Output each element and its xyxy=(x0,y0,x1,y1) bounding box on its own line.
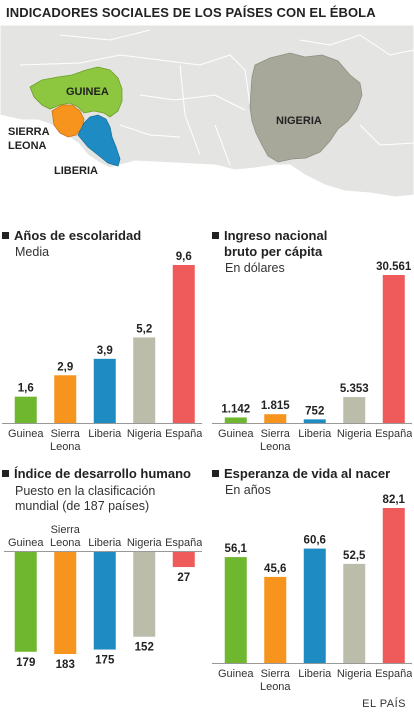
bar xyxy=(93,552,116,650)
bar xyxy=(303,419,326,423)
bar xyxy=(172,265,195,423)
panel-years-schooling: Años de escolaridad Media 1,6 Guinea 2,9 Si… xyxy=(2,228,202,453)
value-label: 3,9 xyxy=(97,345,113,357)
panel-hdi: Índice de desarrollo humano Puesto en la… xyxy=(2,466,202,681)
value-label: 60,6 xyxy=(304,535,326,547)
panel-subtitle: En años xyxy=(225,483,271,497)
bar xyxy=(343,563,366,663)
category-label: Nigeria xyxy=(127,428,163,440)
category-label: Guinea xyxy=(218,428,254,440)
map-guinea xyxy=(29,66,123,118)
value-label: 2,9 xyxy=(57,361,73,373)
panel-title: Esperanza de vida al nacer xyxy=(212,466,390,482)
bullet-square-icon xyxy=(2,470,9,477)
bar xyxy=(14,396,37,423)
category-label: Nigeria xyxy=(337,428,373,440)
panel-title: Ingreso nacional bruto per cápita xyxy=(212,228,327,260)
chart-hdi: Guinea 179 Sierra Leona 183 Liberia 175 Nigeria… xyxy=(4,524,202,671)
panel-subtitle: En dólares xyxy=(225,261,285,275)
value-label: 183 xyxy=(56,659,75,671)
bar xyxy=(172,552,195,568)
value-label: 30.561 xyxy=(376,261,412,273)
category-label: Sierra Leona xyxy=(260,668,291,691)
category-label: España xyxy=(165,537,202,549)
bar xyxy=(264,576,287,663)
map-label-sierra-leona: SIERRA LEONA xyxy=(8,126,52,152)
value-label: 179 xyxy=(16,657,35,669)
bar xyxy=(133,337,156,423)
bar xyxy=(303,548,326,663)
map-nigeria xyxy=(249,52,363,163)
category-label: Liberia xyxy=(298,428,332,440)
map-borders xyxy=(19,29,414,166)
category-label: España xyxy=(375,428,412,440)
value-label: 752 xyxy=(305,405,324,417)
bullet-square-icon xyxy=(2,232,9,239)
panel-life-expectancy: Esperanza de vida al nacer En años 56,1 G… xyxy=(212,466,412,691)
category-label: Sierra Leona xyxy=(50,524,81,549)
value-label: 1.815 xyxy=(261,400,290,412)
chart-gni: 1.142 Guinea 1.815 Sierra Leona 752 Liberia 5.3… xyxy=(212,261,412,453)
panel-gni: Ingreso nacional bruto per cápita En dóla… xyxy=(212,228,412,453)
panel-title: Años de escolaridad xyxy=(2,228,141,244)
category-label: Guinea xyxy=(8,537,44,549)
category-label: Sierra Leona xyxy=(50,428,81,453)
map-label-guinea: GUINEA xyxy=(66,86,109,98)
chart-life-expectancy: 56,1 Guinea 45,6 Sierra Leona 60,6 Liberia 52,5… xyxy=(212,494,412,691)
map-label-nigeria: NIGERIA xyxy=(276,115,322,127)
map-liberia xyxy=(77,114,121,167)
bar xyxy=(14,552,37,652)
value-label: 1,6 xyxy=(18,383,34,395)
value-label: 45,6 xyxy=(264,563,286,575)
value-label: 5.353 xyxy=(340,383,369,395)
value-label: 27 xyxy=(177,572,190,584)
category-label: Liberia xyxy=(298,668,332,680)
value-label: 9,6 xyxy=(176,251,192,263)
value-label: 5,2 xyxy=(136,323,152,335)
panel-title: Índice de desarrollo humano xyxy=(2,466,191,482)
panel-subtitle: Media xyxy=(15,245,50,259)
bar xyxy=(54,375,77,423)
bar xyxy=(343,397,366,423)
bar xyxy=(93,358,116,423)
category-label: España xyxy=(375,668,412,680)
value-label: 82,1 xyxy=(383,494,406,506)
category-label: Nigeria xyxy=(127,537,163,549)
category-label: Liberia xyxy=(88,428,122,440)
bullet-square-icon xyxy=(212,470,219,477)
category-label: Nigeria xyxy=(337,668,373,680)
bar xyxy=(224,557,247,663)
bar xyxy=(382,508,405,663)
value-label: 175 xyxy=(95,655,115,667)
west-africa-map: GUINEA SIERRA LEONA LIBERIA NIGERIA xyxy=(0,25,414,210)
category-label: Guinea xyxy=(218,668,254,680)
page-title: INDICADORES SOCIALES DE LOS PAÍSES CON E… xyxy=(6,5,376,20)
source-credit: EL PAÍS xyxy=(362,698,406,710)
bar xyxy=(54,552,77,654)
panel-subtitle: Puesto en la clasificación mundial (de 18… xyxy=(15,484,156,513)
category-label: Liberia xyxy=(88,537,122,549)
map-label-liberia: LIBERIA xyxy=(54,165,98,177)
value-label: 1.142 xyxy=(221,403,250,415)
chart-years-schooling: 1,6 Guinea 2,9 Sierra Leona 3,9 Liberia 5,2 Nige… xyxy=(2,251,202,453)
value-label: 52,5 xyxy=(343,550,366,562)
value-label: 56,1 xyxy=(225,543,248,555)
value-label: 152 xyxy=(135,642,154,654)
category-label: España xyxy=(165,428,202,440)
category-label: Guinea xyxy=(8,428,44,440)
bar xyxy=(382,275,405,423)
bar xyxy=(264,414,287,423)
category-label: Sierra Leona xyxy=(260,428,291,453)
bar xyxy=(224,417,247,423)
bullet-square-icon xyxy=(212,232,219,239)
bar xyxy=(133,552,156,637)
